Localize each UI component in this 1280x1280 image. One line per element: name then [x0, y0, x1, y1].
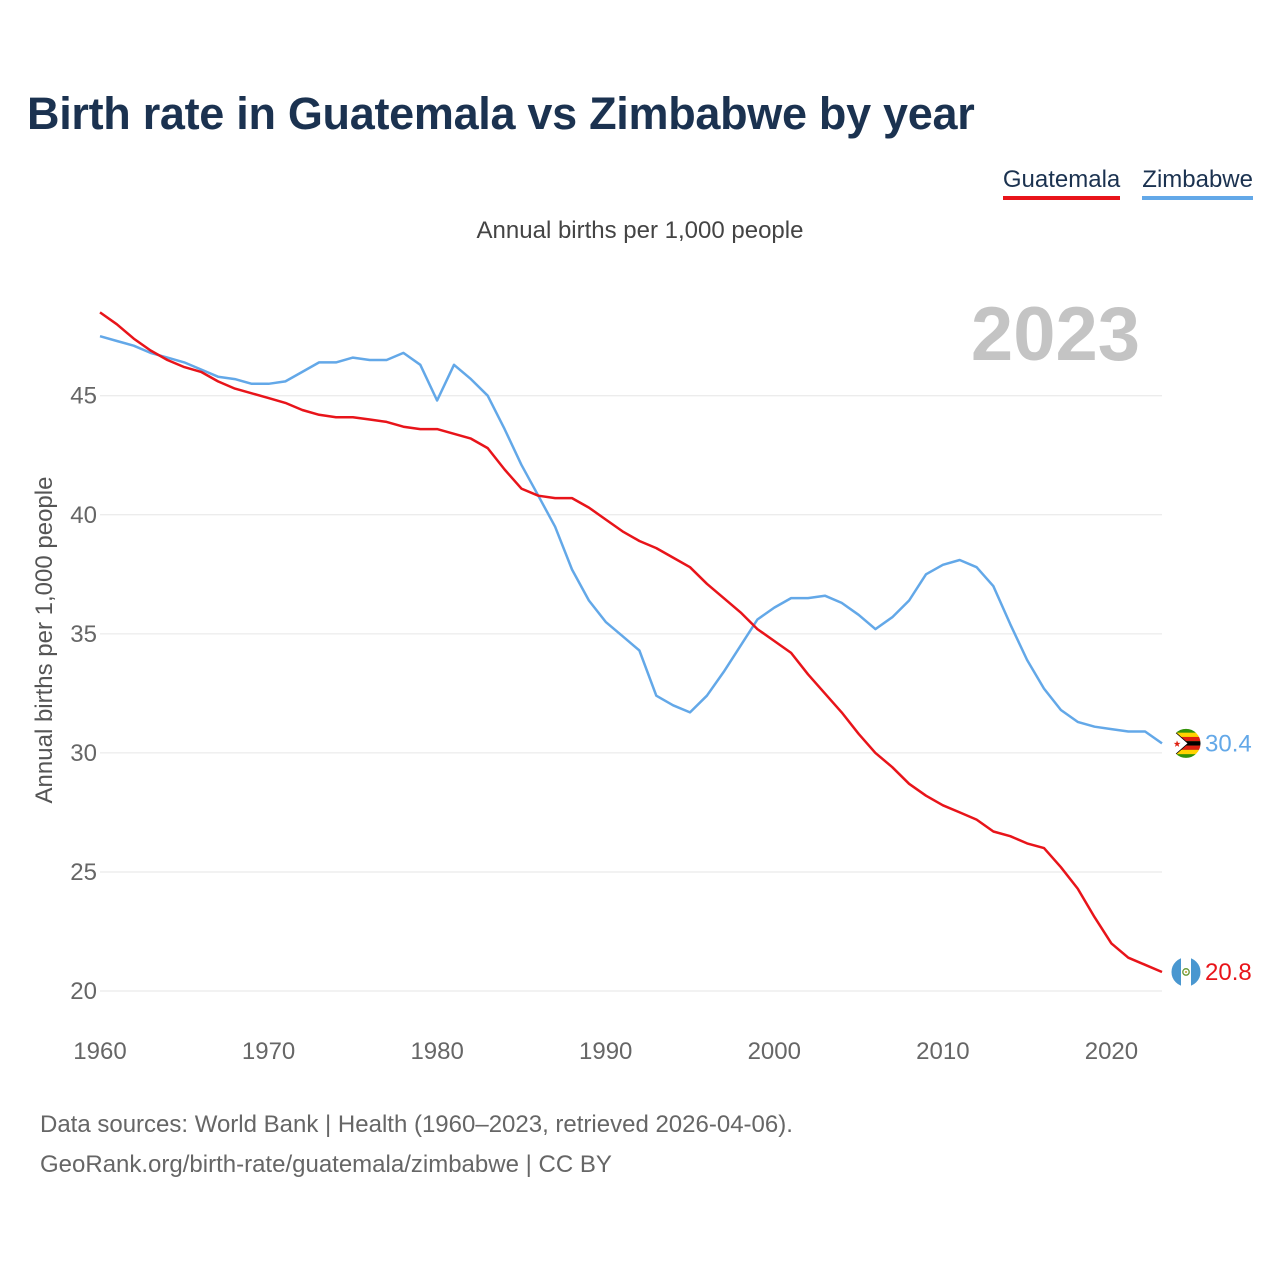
x-tick-label: 1980 [410, 1038, 463, 1065]
footer: Data sources: World Bank | Health (1960–… [40, 1105, 793, 1185]
y-tick-label: 20 [70, 978, 97, 1005]
legend: Guatemala Zimbabwe [1002, 166, 1253, 200]
series-layer [99, 311, 1163, 974]
x-tick-label: 2020 [1085, 1038, 1138, 1065]
series-line-guatemala[interactable] [99, 311, 1163, 974]
source-link[interactable]: GeoRank.org/birth-rate/guatemala/zimbabw… [40, 1151, 612, 1178]
y-tick-label: 30 [70, 740, 97, 767]
year-watermark: 2023 [971, 292, 1140, 377]
x-tick-label: 2000 [748, 1038, 801, 1065]
x-tick-label: 1960 [73, 1038, 126, 1065]
series-line-zimbabwe[interactable] [99, 334, 1163, 745]
chart-title: Birth rate in Guatemala vs Zimbabwe by y… [27, 88, 975, 139]
y-tick-label: 35 [70, 621, 97, 648]
data-source-note: Data sources: World Bank | Health (1960–… [40, 1111, 793, 1138]
legend-item-zimbabwe[interactable]: Zimbabwe [1142, 166, 1253, 200]
x-tick-label: 1990 [579, 1038, 632, 1065]
line-chart: 20 25 30 35 40 45 1960 1970 1980 1990 2000 2010 202… [31, 292, 1252, 1065]
y-axis-label: Annual births per 1,000 people [31, 477, 58, 804]
y-tick-label: 25 [70, 859, 97, 886]
y-tick-label: 40 [70, 502, 97, 529]
chart-subtitle: Annual births per 1,000 people [476, 217, 804, 244]
x-tick-label: 1970 [242, 1038, 295, 1065]
guatemala-end-value: 20.8 [1205, 959, 1252, 986]
grid-lines [100, 395, 1162, 992]
x-axis-ticks: 1960 1970 1980 1990 2000 2010 2020 [73, 1038, 1138, 1065]
zimbabwe-flag-icon [1170, 727, 1202, 759]
y-axis-ticks: 20 25 30 35 40 45 [70, 383, 97, 1005]
zimbabwe-end-value: 30.4 [1205, 730, 1252, 757]
y-tick-label: 45 [70, 383, 97, 410]
legend-item-guatemala[interactable]: Guatemala [1002, 166, 1121, 200]
x-tick-label: 2010 [916, 1038, 969, 1065]
guatemala-flag-icon [1170, 956, 1202, 988]
